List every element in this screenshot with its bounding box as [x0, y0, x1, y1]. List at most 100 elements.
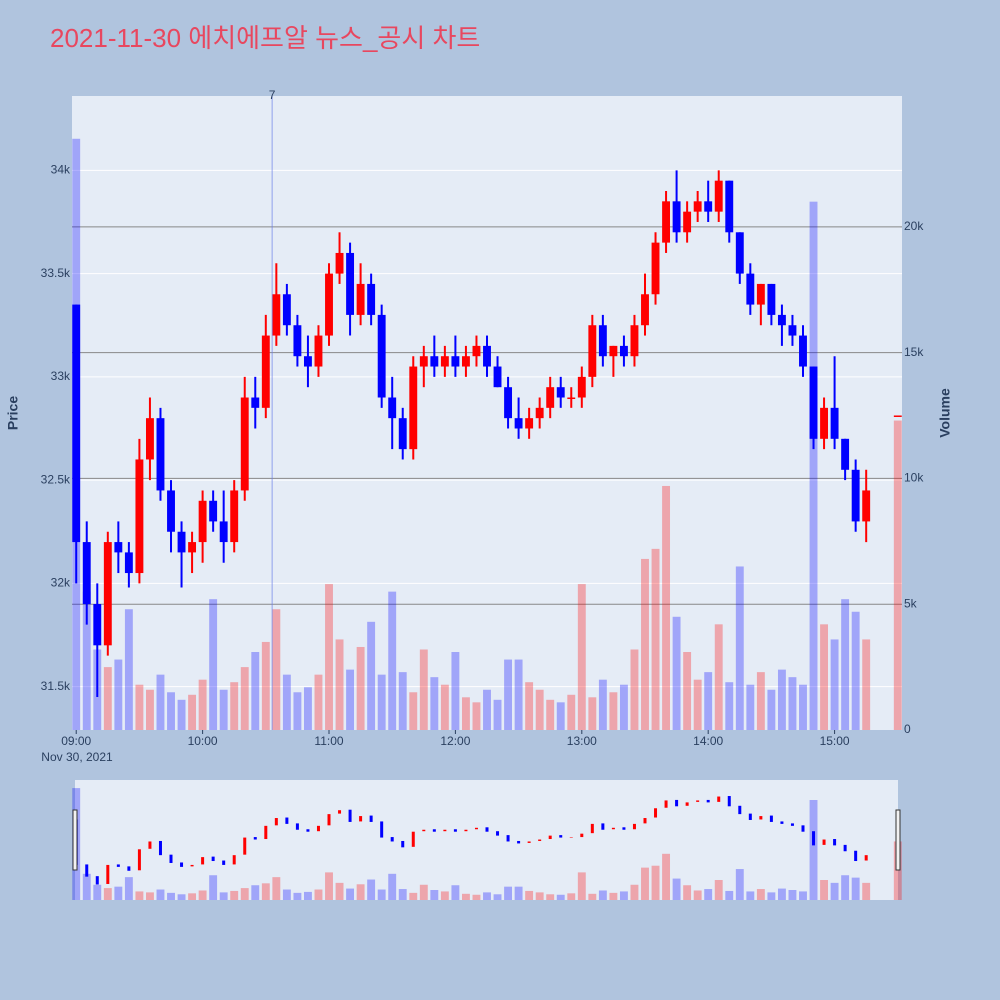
- candle-body: [893, 415, 902, 417]
- candle-body: [72, 304, 81, 543]
- candle-body: [209, 500, 218, 522]
- volume-bar: [198, 679, 207, 730]
- candle-body: [788, 325, 797, 336]
- volume-bar: [409, 692, 418, 730]
- candle-body: [662, 201, 671, 243]
- slider-volume-bar: [851, 877, 860, 900]
- slider-volume-bar: [514, 886, 523, 900]
- y2-axis-title: Volume: [937, 388, 953, 438]
- volume-bar: [714, 624, 723, 730]
- slider-volume-bar: [251, 885, 260, 900]
- candle-body: [440, 356, 449, 367]
- slider-handle[interactable]: [895, 809, 901, 871]
- volume-bar: [841, 599, 850, 730]
- volume-bar: [303, 687, 312, 730]
- candle-body: [577, 376, 586, 398]
- range-slider[interactable]: [75, 780, 898, 900]
- slider-volume-bar: [303, 891, 312, 900]
- x-tick-label: 14:00: [693, 734, 723, 748]
- chart-title: 2021-11-30 에치에프알 뉴스_공시 차트: [50, 23, 480, 53]
- candle-body: [135, 459, 144, 574]
- candle-body: [820, 407, 829, 439]
- slider-volume-bar: [377, 889, 386, 900]
- volume-bar: [451, 652, 460, 730]
- volume-bar: [609, 692, 618, 730]
- candle-body: [272, 294, 281, 336]
- candle-body: [409, 366, 418, 450]
- volume-bar: [293, 692, 302, 730]
- slider-volume-bar: [293, 892, 302, 900]
- volume-bar: [356, 646, 365, 730]
- volume-bar: [598, 679, 607, 730]
- candle-body: [251, 397, 260, 408]
- slider-handle[interactable]: [72, 809, 78, 871]
- candle-body: [767, 283, 776, 315]
- volume-bar: [588, 697, 597, 730]
- y2-tick-label: 20k: [904, 219, 924, 233]
- candle-body: [683, 211, 692, 233]
- volume-bar: [525, 682, 534, 730]
- candle-body: [630, 325, 639, 357]
- slider-volume-bar: [314, 889, 323, 900]
- slider-volume-bar: [145, 892, 154, 900]
- slider-volume-bar: [662, 853, 671, 900]
- slider-volume-bar: [156, 889, 165, 900]
- slider-volume-bar: [483, 892, 491, 900]
- candle-body: [430, 356, 439, 367]
- volume-bar: [851, 611, 860, 730]
- candle-body: [219, 521, 228, 543]
- slider-volume-bar: [209, 875, 218, 900]
- volume-bar: [693, 679, 702, 730]
- x-tick-label: 10:00: [188, 734, 218, 748]
- volume-bar: [777, 669, 786, 730]
- volume-bar: [156, 674, 165, 730]
- candle-body: [862, 490, 871, 522]
- volume-bar: [820, 624, 829, 730]
- candle-body: [124, 552, 133, 574]
- y-tick-label: 33k: [51, 369, 71, 383]
- volume-bar: [567, 694, 576, 730]
- candle-body: [493, 366, 502, 388]
- date-label: Nov 30, 2021: [41, 750, 113, 764]
- slider-volume-bar: [672, 878, 681, 900]
- volume-bar: [346, 669, 355, 730]
- candle-body: [546, 387, 555, 408]
- volume-bar: [672, 616, 681, 730]
- candle-body: [799, 335, 807, 367]
- slider-volume-bar: [777, 888, 786, 900]
- candle-body: [525, 418, 534, 429]
- slider-volume-bar: [419, 884, 428, 900]
- slider-volume-bar: [577, 872, 586, 900]
- volume-bar: [472, 702, 481, 730]
- slider-volume-bar: [177, 894, 186, 900]
- candle-body: [82, 542, 91, 605]
- slider-volume-bar: [261, 883, 270, 900]
- slider-volume-bar: [346, 888, 355, 900]
- candle-body: [472, 345, 481, 357]
- y-axis-title: Price: [5, 396, 21, 430]
- candle-body: [156, 418, 165, 491]
- slider-volume-bar: [714, 880, 723, 900]
- candle-body: [714, 180, 723, 212]
- volume-bar: [799, 684, 807, 730]
- candle-body: [388, 397, 397, 419]
- volume-bar: [230, 682, 239, 730]
- slider-volume-bar: [272, 877, 281, 900]
- candle-body: [704, 201, 713, 212]
- candle-body: [261, 335, 270, 408]
- candle-body: [240, 397, 249, 491]
- volume-bar: [314, 674, 323, 730]
- slider-volume-bar: [124, 877, 133, 900]
- candle-body: [230, 490, 239, 543]
- slider-volume-bar: [546, 894, 555, 900]
- volume-bar: [167, 692, 175, 730]
- volume-bar: [535, 689, 544, 730]
- plot-area: [72, 96, 902, 730]
- candle-body: [514, 418, 523, 429]
- x-tick-label: 09:00: [61, 734, 91, 748]
- candle-body: [314, 335, 323, 367]
- volume-bar: [124, 609, 133, 730]
- slider-volume-bar: [82, 873, 91, 900]
- volume-bar: [862, 639, 871, 730]
